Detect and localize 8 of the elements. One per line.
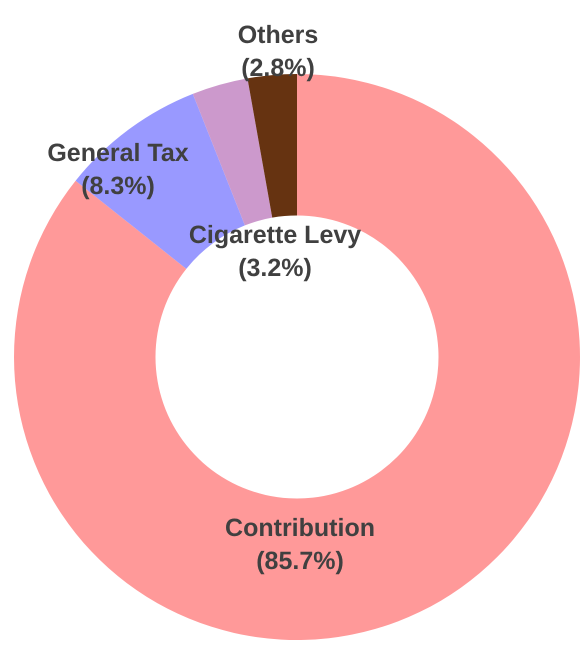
- data-label: (8.3%): [81, 172, 155, 200]
- data-label: (85.7%): [256, 546, 344, 575]
- slice-label: Cigarette Levy: [188, 220, 362, 249]
- slice-label: Others: [238, 20, 318, 49]
- slice-label: Contribution: [225, 514, 375, 542]
- data-label: (3.2%): [238, 254, 312, 282]
- data-label: (2.8%): [241, 54, 315, 82]
- slice-label: General Tax: [47, 138, 189, 167]
